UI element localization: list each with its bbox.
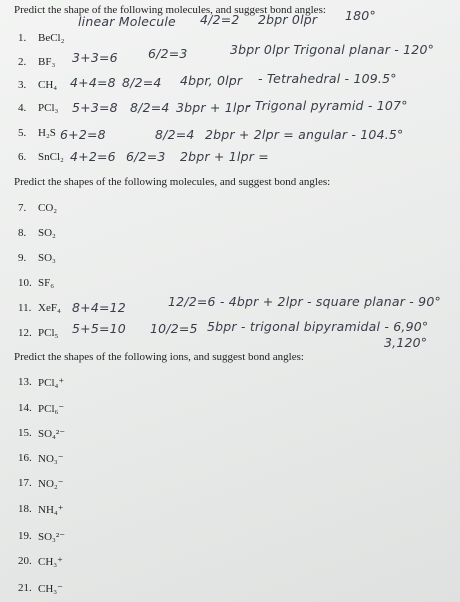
handwritten-answer: 2bpr + 2lpr = angular - 104.5° [205,127,404,142]
formula: BeCl₂ [38,32,65,44]
item-number: 10. [18,277,32,289]
handwritten-answer: 3bpr + 1lpr [176,100,251,115]
section-heading: Predict the shape of the following molec… [14,4,326,16]
formula: SO₄²⁻ [38,428,66,440]
handwritten-answer: 8+4=12 [72,300,126,315]
handwritten-answer: 5bpr - trigonal bipyramidal - 6,90° [207,319,429,334]
item-number: 5. [18,127,27,139]
handwritten-answer: 4+2=6 [70,149,116,164]
item-number: 17. [18,477,32,489]
handwritten-answer: 4+4=8 [70,75,116,90]
item-number: 4. [18,102,27,114]
item-number: 15. [18,427,32,439]
handwritten-answer: 2bpr + 1lpr = [180,149,269,164]
handwritten-answer: 4/2=2 [200,12,240,27]
handwritten-answer: - Trigonal pyramid - 107° [246,98,408,113]
item-number: 13. [18,376,32,388]
item-number: 21. [18,582,32,594]
handwritten-answer: 6/2=3 [126,149,166,164]
formula: CH₃⁺ [38,556,63,568]
item-number: 16. [18,452,32,464]
handwritten-answer: 180° [345,8,376,23]
handwritten-answer: 8/2=4 [155,127,195,142]
handwritten-answer: 3,120° [384,335,428,350]
handwritten-answer: 6/2=3 [148,46,188,61]
item-number: 8. [18,227,27,239]
formula: PCl₄⁺ [38,377,65,389]
formula: NO₃⁻ [38,453,64,465]
formula: CH₃⁻ [38,583,63,595]
formula: H₂S [38,127,56,139]
formula: NH₄⁺ [38,504,64,516]
item-number: 18. [18,503,32,515]
handwritten-answer: 10/2=5 [150,321,198,336]
handwritten-answer: 4bpr, 0lpr [180,73,243,88]
handwritten-answer: 12/2=6 - 4bpr + 2lpr - square planar - 9… [168,294,441,309]
handwritten-answer: 5+5=10 [72,321,126,336]
formula: PCl₅ [38,327,59,339]
section-heading: Predict the shapes of the following mole… [14,176,331,188]
formula: SO₃²⁻ [38,531,66,543]
item-number: 11. [18,302,32,314]
handwritten-answer: 8/2=4 [122,75,162,90]
item-number: 19. [18,530,32,542]
formula: CH₄ [38,79,58,91]
handwritten-answer: linear Molecule [78,14,176,29]
handwritten-answer: 2bpr 0lpr [258,12,318,27]
item-number: 12. [18,327,32,339]
formula: CO₂ [38,202,58,214]
item-number: 1. [18,32,27,44]
handwritten-answer: - Tetrahedral - 109.5° [258,71,397,86]
formula: SF₆ [38,277,55,289]
handwritten-answer: 3bpr 0lpr Trigonal planar - 120° [230,42,435,57]
handwritten-answer: 5+3=8 [72,100,118,115]
formula: SO₂ [38,227,56,239]
item-number: 2. [18,56,27,68]
section-heading: Predict the shapes of the following ions… [14,351,304,363]
handwritten-answer: 8/2=4 [130,100,170,115]
item-number: 14. [18,402,32,414]
formula: SnCl₂ [38,151,64,163]
item-number: 7. [18,202,27,214]
formula: XeF₄ [38,302,61,314]
formula: BF₃ [38,56,56,68]
handwritten-answer: 6+2=8 [60,127,106,142]
item-number: 20. [18,555,32,567]
formula: SO₃ [38,252,56,264]
item-number: 6. [18,151,27,163]
formula: PCl₃ [38,102,59,114]
item-number: 3. [18,79,27,91]
formula: NO₂⁻ [38,478,64,490]
item-number: 9. [18,252,27,264]
handwritten-answer: 3+3=6 [72,50,118,65]
formula: PCl₆⁻ [38,403,65,415]
